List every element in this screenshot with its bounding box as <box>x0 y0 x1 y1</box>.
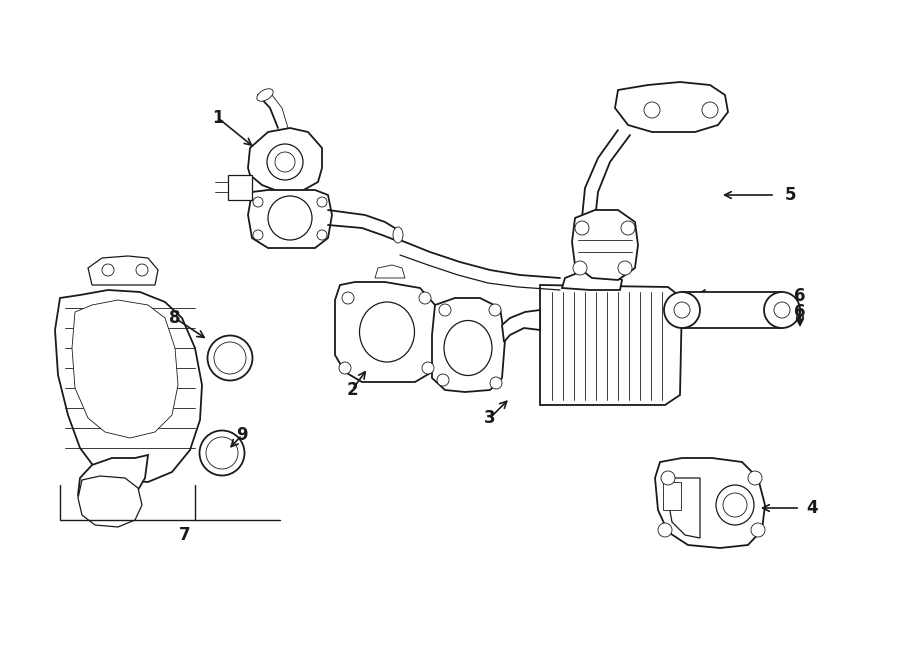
Circle shape <box>723 493 747 517</box>
Polygon shape <box>88 256 158 285</box>
Text: 4: 4 <box>806 499 818 517</box>
Circle shape <box>268 196 312 240</box>
Circle shape <box>317 230 327 240</box>
Ellipse shape <box>200 430 245 475</box>
Text: 1: 1 <box>212 109 224 127</box>
Polygon shape <box>72 300 178 438</box>
Circle shape <box>661 471 675 485</box>
Polygon shape <box>562 272 622 290</box>
Ellipse shape <box>214 342 246 374</box>
Circle shape <box>317 197 327 207</box>
Polygon shape <box>502 310 540 342</box>
Circle shape <box>422 362 434 374</box>
Circle shape <box>644 102 660 118</box>
Text: 8: 8 <box>169 309 181 327</box>
Circle shape <box>573 261 587 275</box>
Circle shape <box>751 523 765 537</box>
Polygon shape <box>78 476 142 527</box>
Circle shape <box>489 304 501 316</box>
Circle shape <box>490 377 502 389</box>
Circle shape <box>575 221 589 235</box>
Polygon shape <box>682 292 782 328</box>
Polygon shape <box>335 282 438 382</box>
Ellipse shape <box>393 227 403 243</box>
Text: 2: 2 <box>346 381 358 399</box>
Circle shape <box>674 302 690 318</box>
Circle shape <box>342 292 354 304</box>
Polygon shape <box>432 298 505 392</box>
Polygon shape <box>540 285 682 405</box>
Ellipse shape <box>716 485 754 525</box>
Text: 3: 3 <box>484 409 496 427</box>
Bar <box>663 482 681 510</box>
Polygon shape <box>668 478 700 538</box>
Polygon shape <box>572 210 638 280</box>
Circle shape <box>764 292 800 328</box>
Text: 9: 9 <box>236 426 248 444</box>
Circle shape <box>437 374 449 386</box>
Circle shape <box>253 197 263 207</box>
Text: 7: 7 <box>179 526 191 544</box>
Circle shape <box>439 304 451 316</box>
Circle shape <box>664 292 700 328</box>
Polygon shape <box>375 265 405 278</box>
Polygon shape <box>248 190 332 248</box>
Ellipse shape <box>208 336 253 381</box>
Circle shape <box>748 471 762 485</box>
Circle shape <box>267 144 303 180</box>
Circle shape <box>419 292 431 304</box>
Circle shape <box>102 264 114 276</box>
Text: 6: 6 <box>794 287 806 305</box>
Text: 5: 5 <box>784 186 796 204</box>
Ellipse shape <box>359 302 415 362</box>
Circle shape <box>136 264 148 276</box>
Polygon shape <box>655 458 765 548</box>
Text: 6: 6 <box>794 303 806 321</box>
Ellipse shape <box>444 320 492 375</box>
Circle shape <box>275 152 295 172</box>
Circle shape <box>774 302 790 318</box>
Polygon shape <box>55 290 202 482</box>
Circle shape <box>618 261 632 275</box>
Polygon shape <box>78 455 148 515</box>
Circle shape <box>339 362 351 374</box>
Circle shape <box>658 523 672 537</box>
Circle shape <box>621 221 635 235</box>
Polygon shape <box>248 128 322 192</box>
Polygon shape <box>615 82 728 132</box>
Ellipse shape <box>206 437 238 469</box>
Circle shape <box>702 102 718 118</box>
Circle shape <box>253 230 263 240</box>
Polygon shape <box>228 175 252 200</box>
Ellipse shape <box>256 89 274 101</box>
